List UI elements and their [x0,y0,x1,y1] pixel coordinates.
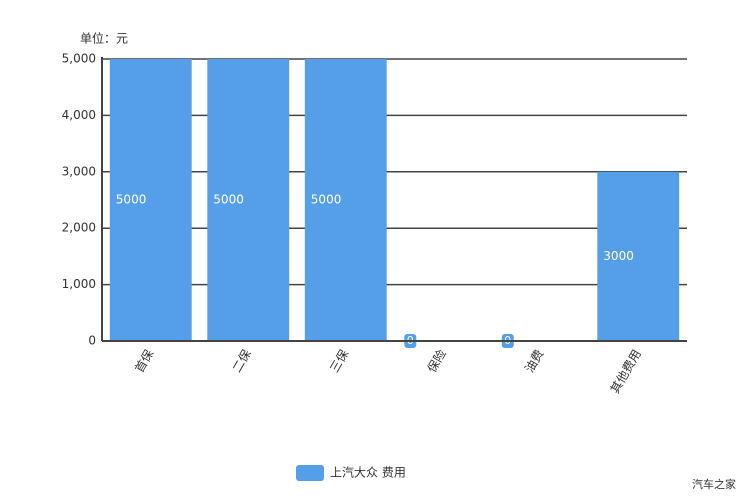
x-tick-label: 其他费用 [608,347,644,396]
data-label: 3000 [603,249,634,263]
bar [109,59,192,341]
x-tick-label: 油费 [522,347,546,375]
data-label: 5000 [116,193,147,207]
x-tick-label: 保险 [424,347,449,375]
x-tick-label: 二保 [230,347,254,375]
y-tick-label: 1,000 [62,277,96,291]
y-tick-label: 0 [88,334,96,348]
y-tick-label: 4,000 [62,108,96,122]
legend-swatch [296,465,324,481]
data-label: 5000 [311,193,342,207]
bar [597,171,680,341]
y-tick-label: 5,000 [62,52,96,66]
watermark: 汽车之家 [692,477,736,491]
bar [304,59,387,341]
data-label: 5000 [213,193,244,207]
bar [207,59,290,341]
x-tick-label: 首保 [132,347,156,375]
x-tick-label: 三保 [327,347,351,375]
y-axis-label: 单位：元 [80,31,128,46]
y-tick-label: 3,000 [62,164,96,178]
y-tick-label: 2,000 [62,221,96,235]
legend-label: 上汽大众 费用 [330,465,406,480]
